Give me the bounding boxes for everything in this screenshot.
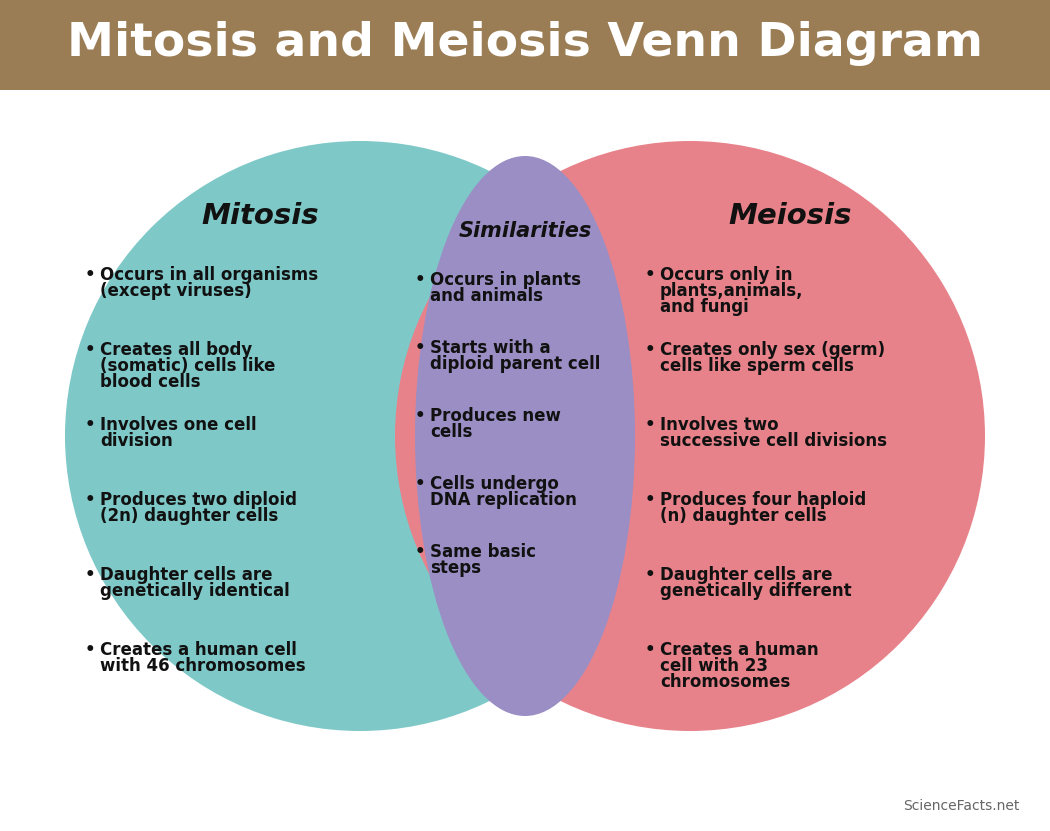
Text: and animals: and animals xyxy=(430,287,543,305)
Text: genetically identical: genetically identical xyxy=(100,582,290,600)
Text: •: • xyxy=(645,416,655,434)
Text: division: division xyxy=(100,432,173,450)
Text: Same basic: Same basic xyxy=(430,543,536,561)
Text: Creates a human cell: Creates a human cell xyxy=(100,641,297,659)
Text: •: • xyxy=(645,566,655,584)
Text: •: • xyxy=(85,491,96,509)
Text: cells: cells xyxy=(430,423,473,441)
Text: •: • xyxy=(415,339,425,357)
Circle shape xyxy=(395,141,985,731)
Text: Similarities: Similarities xyxy=(459,221,591,241)
Text: •: • xyxy=(85,641,96,659)
Text: Starts with a: Starts with a xyxy=(430,339,550,357)
Text: blood cells: blood cells xyxy=(100,373,201,391)
Text: chromosomes: chromosomes xyxy=(660,673,791,691)
Text: (except viruses): (except viruses) xyxy=(100,282,252,300)
Text: Occurs in plants: Occurs in plants xyxy=(430,271,581,289)
Text: •: • xyxy=(85,341,96,359)
Text: Creates a human: Creates a human xyxy=(660,641,819,659)
Circle shape xyxy=(65,141,655,731)
Text: diploid parent cell: diploid parent cell xyxy=(430,355,601,373)
Text: Involves one cell: Involves one cell xyxy=(100,416,256,434)
Text: Produces four haploid: Produces four haploid xyxy=(660,491,866,509)
Text: •: • xyxy=(415,475,425,493)
Text: (n) daughter cells: (n) daughter cells xyxy=(660,507,826,525)
Text: Produces two diploid: Produces two diploid xyxy=(100,491,297,509)
Text: (somatic) cells like: (somatic) cells like xyxy=(100,357,275,375)
FancyBboxPatch shape xyxy=(0,0,1050,90)
Text: Daughter cells are: Daughter cells are xyxy=(660,566,833,584)
Text: Creates only sex (germ): Creates only sex (germ) xyxy=(660,341,885,359)
Text: •: • xyxy=(85,266,96,284)
Text: •: • xyxy=(645,641,655,659)
Text: •: • xyxy=(415,407,425,425)
Text: genetically different: genetically different xyxy=(660,582,852,600)
Text: •: • xyxy=(415,271,425,289)
Text: plants,animals,: plants,animals, xyxy=(660,282,803,300)
Text: •: • xyxy=(645,341,655,359)
Text: Occurs in all organisms: Occurs in all organisms xyxy=(100,266,318,284)
Text: DNA replication: DNA replication xyxy=(430,491,576,509)
Text: •: • xyxy=(85,566,96,584)
Text: Mitosis and Meiosis Venn Diagram: Mitosis and Meiosis Venn Diagram xyxy=(67,22,983,66)
Text: Mitosis: Mitosis xyxy=(202,202,319,230)
Text: •: • xyxy=(85,416,96,434)
Text: Creates all body: Creates all body xyxy=(100,341,252,359)
Text: Meiosis: Meiosis xyxy=(729,202,852,230)
Text: cells like sperm cells: cells like sperm cells xyxy=(660,357,854,375)
Text: and fungi: and fungi xyxy=(660,298,749,316)
Text: cell with 23: cell with 23 xyxy=(660,657,768,675)
Text: successive cell divisions: successive cell divisions xyxy=(660,432,887,450)
Text: (2n) daughter cells: (2n) daughter cells xyxy=(100,507,278,525)
Text: with 46 chromosomes: with 46 chromosomes xyxy=(100,657,306,675)
Text: ScienceFacts.net: ScienceFacts.net xyxy=(904,799,1020,813)
Text: •: • xyxy=(645,491,655,509)
Text: steps: steps xyxy=(430,559,481,577)
Text: Daughter cells are: Daughter cells are xyxy=(100,566,273,584)
Text: Produces new: Produces new xyxy=(430,407,561,425)
Text: •: • xyxy=(645,266,655,284)
Text: Involves two: Involves two xyxy=(660,416,779,434)
Text: Cells undergo: Cells undergo xyxy=(430,475,559,493)
Text: •: • xyxy=(415,543,425,561)
Ellipse shape xyxy=(415,156,635,716)
Text: Occurs only in: Occurs only in xyxy=(660,266,793,284)
